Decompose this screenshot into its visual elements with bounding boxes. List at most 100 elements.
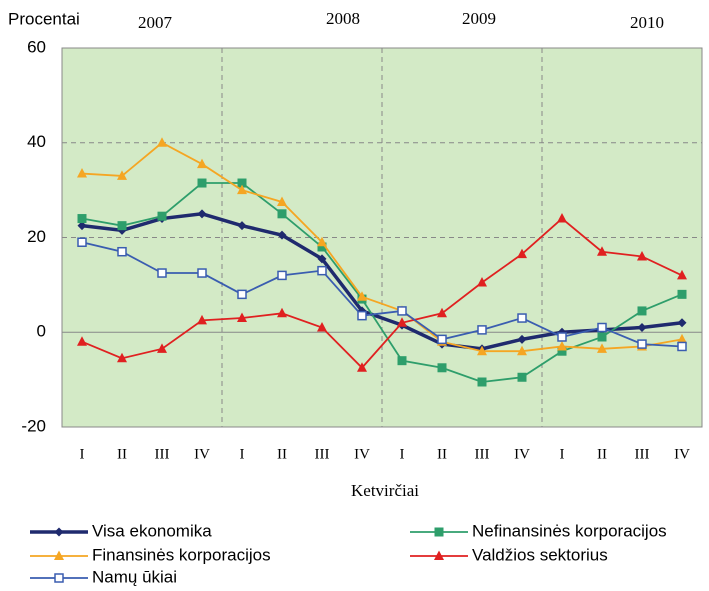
legend-marker xyxy=(54,527,64,537)
marker xyxy=(357,362,367,372)
marker xyxy=(557,346,567,356)
y-tick-label: 20 xyxy=(27,227,46,246)
year-label: 2010 xyxy=(630,13,664,32)
marker xyxy=(597,322,607,333)
series-line xyxy=(81,141,683,353)
marker xyxy=(677,289,687,299)
series-line xyxy=(81,217,683,370)
marker xyxy=(677,333,687,344)
marker xyxy=(397,356,407,366)
marker xyxy=(397,306,407,316)
x-tick-label: III xyxy=(155,446,170,462)
marker xyxy=(477,277,487,287)
marker xyxy=(157,268,167,278)
x-tick-label: II xyxy=(117,446,127,462)
marker xyxy=(637,250,647,261)
marker xyxy=(277,196,287,206)
marker xyxy=(197,178,207,188)
x-tick-label: I xyxy=(560,446,565,462)
marker xyxy=(557,213,567,223)
marker xyxy=(597,343,607,353)
marker xyxy=(197,268,207,278)
marker xyxy=(237,289,247,300)
legend-label: Nefinansinės korporacijos xyxy=(472,521,667,540)
y-tick-label: 0 xyxy=(37,322,46,341)
legend-label: Finansinės korporacijos xyxy=(92,545,271,564)
x-tick-label: II xyxy=(597,446,607,462)
marker xyxy=(157,343,167,353)
marker xyxy=(517,313,527,323)
x-tick-label: III xyxy=(315,446,330,462)
year-label: 2007 xyxy=(138,13,173,32)
y-axis-title: Procentai xyxy=(8,9,80,28)
marker xyxy=(477,377,487,387)
marker xyxy=(357,291,367,301)
marker xyxy=(197,314,207,325)
marker xyxy=(517,334,527,344)
year-label: 2008 xyxy=(326,9,360,28)
marker xyxy=(557,332,567,342)
marker xyxy=(317,236,327,247)
legend-marker xyxy=(434,550,444,560)
marker xyxy=(637,323,647,333)
x-tick-label: III xyxy=(635,446,650,462)
marker xyxy=(357,310,367,321)
marker xyxy=(77,336,87,346)
x-axis-title: Ketvirčiai xyxy=(351,481,419,500)
legend-marker xyxy=(434,527,444,537)
legend-label: Valdžios sektorius xyxy=(472,545,608,564)
marker xyxy=(317,322,327,332)
marker xyxy=(237,221,247,231)
marker xyxy=(277,209,287,219)
marker xyxy=(517,372,527,382)
marker xyxy=(157,211,167,221)
marker xyxy=(237,178,247,188)
legend-label: Namų ūkiai xyxy=(92,567,177,586)
x-tick-label: II xyxy=(277,446,287,462)
marker xyxy=(277,307,287,318)
series-line xyxy=(81,241,683,348)
x-tick-label: IV xyxy=(194,446,210,462)
marker xyxy=(477,325,487,335)
year-label: 2009 xyxy=(462,9,496,28)
y-tick-label: -20 xyxy=(21,416,46,435)
marker xyxy=(517,345,527,356)
marker xyxy=(77,237,87,247)
x-tick-label: IV xyxy=(674,446,690,462)
x-tick-label: II xyxy=(437,446,447,462)
marker xyxy=(597,246,607,256)
x-tick-label: I xyxy=(80,446,85,462)
marker xyxy=(317,242,327,252)
x-tick-label: I xyxy=(400,446,405,462)
x-tick-label: III xyxy=(475,446,490,462)
marker xyxy=(277,230,287,240)
x-tick-label: I xyxy=(240,446,245,462)
marker xyxy=(437,307,447,318)
marker xyxy=(437,334,447,345)
marker xyxy=(117,246,127,257)
series-line xyxy=(81,182,683,383)
marker xyxy=(557,340,567,351)
marker xyxy=(437,363,447,373)
marker xyxy=(517,248,527,259)
y-tick-label: 60 xyxy=(27,37,46,56)
x-tick-label: IV xyxy=(354,446,370,462)
legend-label: Visa ekonomika xyxy=(92,521,212,540)
marker xyxy=(317,254,327,264)
legend-marker xyxy=(54,550,64,560)
marker xyxy=(77,168,87,178)
marker xyxy=(637,306,647,316)
marker xyxy=(77,214,87,224)
marker xyxy=(237,184,247,195)
marker xyxy=(477,345,487,356)
marker xyxy=(317,265,327,276)
marker xyxy=(677,269,687,280)
marker xyxy=(117,221,127,231)
marker xyxy=(77,221,87,231)
marker xyxy=(197,209,207,219)
marker xyxy=(277,270,287,281)
y-tick-label: 40 xyxy=(27,132,46,151)
marker xyxy=(677,341,687,352)
marker xyxy=(637,339,647,349)
